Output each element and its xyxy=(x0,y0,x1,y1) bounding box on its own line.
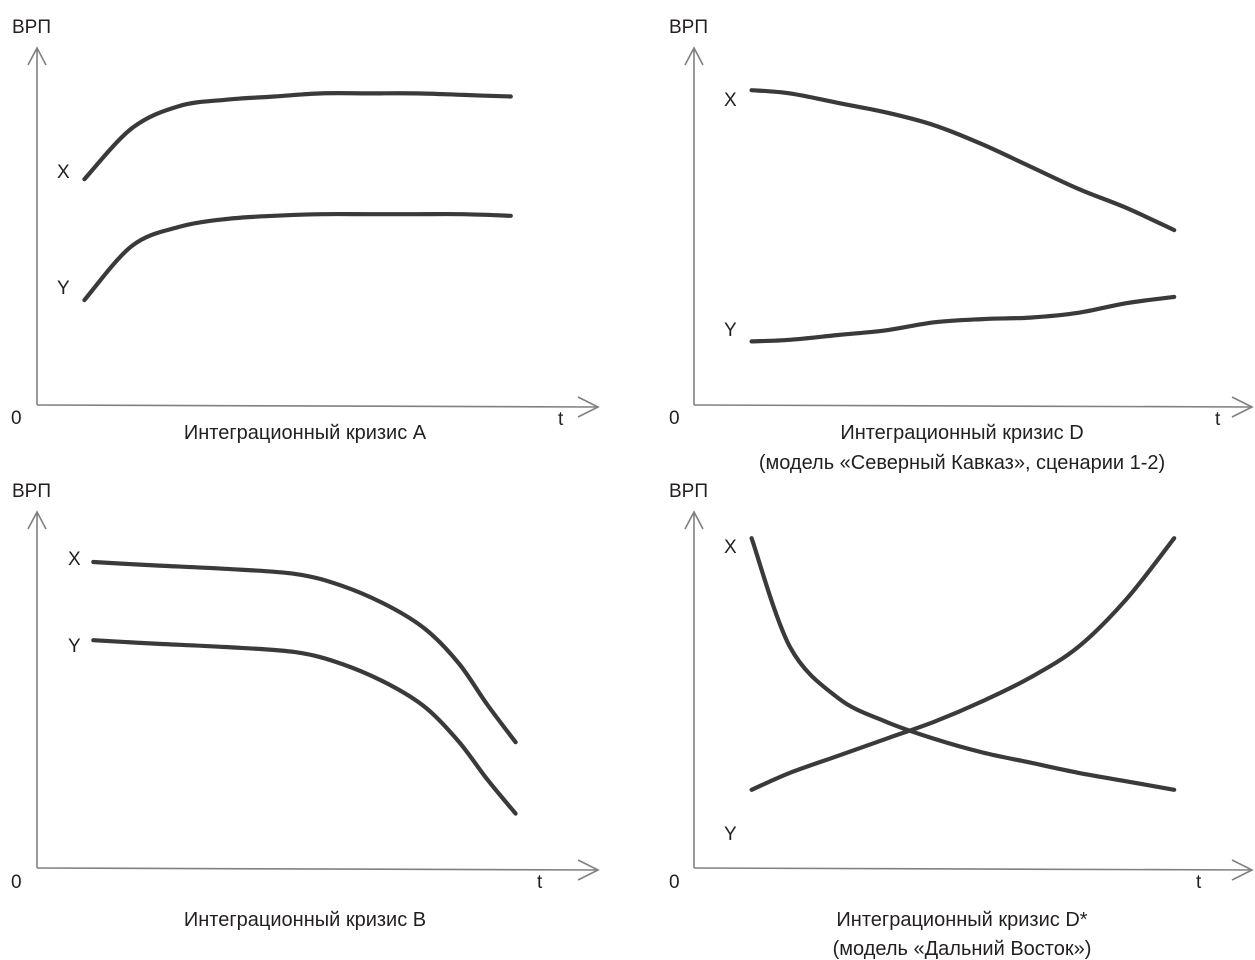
y-axis-arrow xyxy=(684,46,704,66)
chart-panel-b: ВРП t 0 Интеграционный кризис B X Y xyxy=(11,481,600,931)
x-axis xyxy=(693,867,1253,871)
x-axis xyxy=(693,404,1253,408)
series-label-y: Y xyxy=(57,278,70,299)
chart-caption: Интеграционный кризис B xyxy=(184,909,426,931)
chart-panel-a: ВРП t 0 Интеграционный кризис A X Y xyxy=(11,17,600,444)
series-label-x: X xyxy=(68,549,81,570)
origin-label: 0 xyxy=(11,408,22,429)
y-axis-arrow xyxy=(684,510,704,530)
chart-caption: Интеграционный кризис D* xyxy=(836,909,1087,931)
series-line-y xyxy=(82,211,513,303)
y-axis-arrow xyxy=(27,46,47,66)
y-axis-label: ВРП xyxy=(669,17,708,38)
x-axis-arrow xyxy=(1231,396,1254,418)
chart-panel-d-star: ВРП t 0 Интеграционный кризис D* (модель «Да… xyxy=(669,481,1254,960)
origin-label: 0 xyxy=(11,872,22,893)
series-line-y xyxy=(91,638,518,816)
chart-caption: Интеграционный кризис D xyxy=(840,422,1083,444)
chart-caption-subtitle: (модель «Северный Кавказ», сценарии 1-2) xyxy=(759,452,1165,474)
chart-caption-subtitle: (модель «Дальний Восток») xyxy=(833,938,1092,960)
x-axis-label: t xyxy=(537,872,543,893)
series-line-x xyxy=(749,88,1177,233)
series-line-x xyxy=(749,536,1177,792)
origin-label: 0 xyxy=(669,408,680,429)
x-axis-arrow xyxy=(577,859,600,881)
chart-panel-d: ВРП t 0 Интеграционный кризис D (модель «Сев… xyxy=(669,17,1254,474)
series-label-y: Y xyxy=(68,636,81,657)
series-label-x: X xyxy=(724,90,737,111)
origin-label: 0 xyxy=(669,872,680,893)
x-axis xyxy=(36,404,599,408)
y-axis-arrow xyxy=(27,510,47,530)
x-axis-label: t xyxy=(1215,409,1221,430)
y-axis-label: ВРП xyxy=(12,17,51,38)
x-axis-arrow xyxy=(577,396,600,418)
x-axis xyxy=(36,867,599,871)
series-line-y xyxy=(749,536,1177,792)
series-label-x: X xyxy=(724,537,737,558)
series-line-y xyxy=(749,294,1177,344)
series-label-y: Y xyxy=(724,320,737,341)
x-axis-arrow xyxy=(1231,859,1254,881)
series-line-x xyxy=(91,559,518,745)
y-axis-label: ВРП xyxy=(669,481,708,502)
y-axis-label: ВРП xyxy=(12,481,51,502)
series-label-x: X xyxy=(57,162,70,183)
x-axis-label: t xyxy=(558,409,564,430)
chart-caption: Интеграционный кризис A xyxy=(184,422,427,444)
series-label-y: Y xyxy=(724,824,737,845)
series-line-x xyxy=(82,91,513,182)
x-axis-label: t xyxy=(1196,872,1202,893)
